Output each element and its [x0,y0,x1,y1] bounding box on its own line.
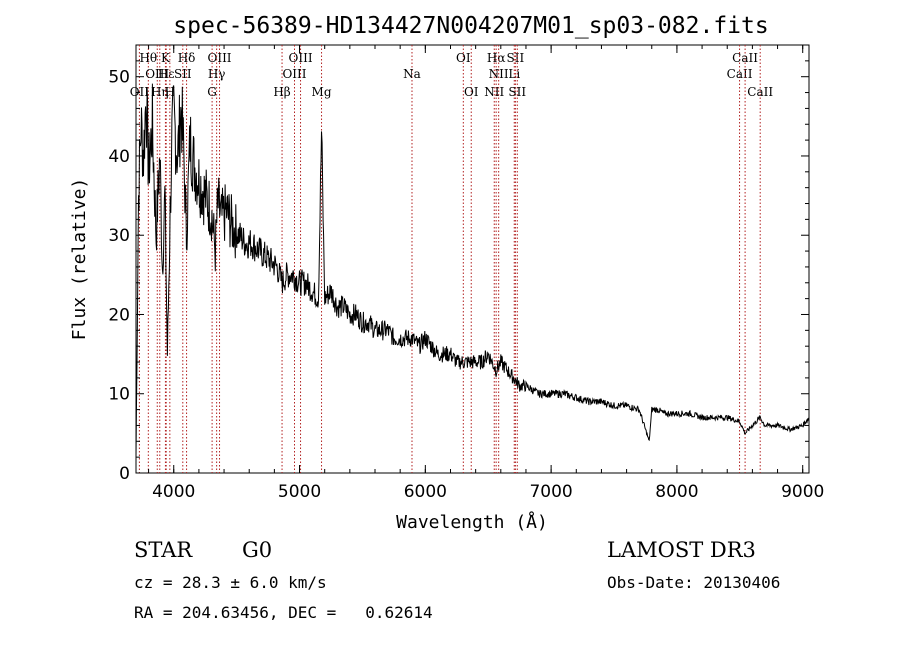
marker-label-5: Hε [158,67,175,81]
redshift-readout: cz = 28.3 ± 6.0 km/s [134,573,327,592]
marker-label-9: OIII [207,51,231,65]
x-tick-label-3: 7000 [529,482,572,502]
marker-label-22: Li [508,67,520,81]
marker-label-1: Hθ [139,51,157,65]
survey-name: LAMOST DR3 [607,538,756,562]
x-axis: 4000 5000 6000 7000 8000 9000 [148,45,824,502]
plot-frame [135,44,810,474]
spectrum-line [135,83,810,458]
y-tick-label-3: 30 [108,226,130,246]
marker-label-24: SII [508,85,526,99]
marker-label-10: Hγ [208,67,226,81]
x-tick-label-1: 5000 [278,482,321,502]
marker-label-12: Hβ [273,85,290,99]
marker-label-20: Hα [487,51,506,65]
y-tick-label-4: 40 [108,147,130,167]
x-tick-label-0: 4000 [152,482,195,502]
marker-label-23: SII [507,51,525,65]
marker-label-14: OIII [289,51,313,65]
marker-label-27: CaII [747,85,773,99]
marker-label-8: Hδ [178,51,196,65]
marker-label-6: H [165,85,175,99]
marker-label-7: SII [174,67,192,81]
marker-label-11: G [207,85,217,99]
y-tick-label-5: 50 [108,68,130,88]
y-tick-label-2: 20 [108,305,130,325]
marker-label-13: OIII [282,67,306,81]
y-axis-label: Flux (relative) [69,178,90,341]
marker-label-18: OI [464,85,479,99]
marker-label-19: NII [484,85,504,99]
object-class: STAR [134,538,193,562]
x-axis-label: Wavelength (Å) [396,511,548,533]
chart-title: spec-56389-HD134427N004207M01_sp03-082.f… [173,13,768,39]
x-tick-label-4: 8000 [655,482,698,502]
y-axis: 0 10 20 30 40 50 [108,60,809,484]
marker-label-0: OII [130,85,150,99]
object-subclass: G0 [242,538,273,562]
marker-label-2: OIII [145,67,169,81]
marker-label-26: CaII [732,51,758,65]
marker-label-16: Na [403,67,421,81]
y-tick-label-0: 0 [119,464,130,484]
x-tick-label-2: 6000 [404,482,447,502]
marker-label-25: CaII [727,67,753,81]
marker-label-21: NII [489,67,509,81]
spectral-line-markers: OII Hθ OIII Hη K Hε H SII Hδ OIII Hγ G Hβ OIII OIII Mg N… [130,45,773,473]
marker-label-3: Hη [151,85,169,99]
coordinates: RA = 204.63456, DEC = 0.62614 [134,603,433,622]
x-tick-label-5: 9000 [781,482,824,502]
y-tick-label-1: 10 [108,385,130,405]
marker-label-4: K [161,51,171,65]
marker-label-15: Mg [312,85,332,99]
obs-date: Obs-Date: 20130406 [607,573,781,592]
marker-label-17: OI [456,51,471,65]
spectrum-chart: spec-56389-HD134427N004207M01_sp03-082.f… [69,13,824,533]
